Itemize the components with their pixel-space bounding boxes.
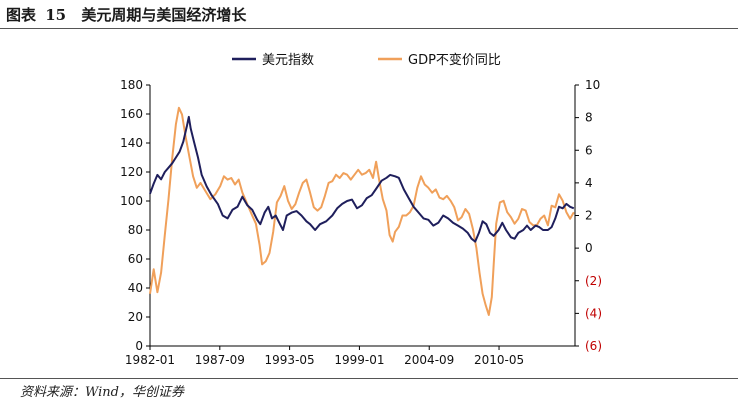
series-line-usd-index — [149, 115, 575, 243]
figure-title-text: 美元周期与美国经济增长 — [81, 6, 247, 24]
y-tick-label-left: 0 — [135, 339, 143, 353]
x-tick-label: 1982-01 — [125, 353, 175, 367]
y-tick-label-left: 80 — [128, 223, 143, 237]
x-tick-label: 1987-09 — [195, 353, 245, 367]
y-tick-label-right: (6) — [585, 339, 602, 353]
y-tick-label-right: 4 — [585, 176, 593, 190]
figure-label: 图表 — [6, 6, 37, 24]
x-tick-label: 1999-01 — [334, 353, 384, 367]
y-tick-label-right: 0 — [585, 241, 593, 255]
y-tick-label-left: 160 — [120, 107, 143, 121]
y-tick-label-right: 2 — [585, 209, 593, 223]
series-line-gdp-yoy — [149, 106, 575, 316]
chart-legend: 美元指数 GDP不变价同比 — [232, 52, 501, 68]
source-rule — [0, 378, 738, 379]
x-tick-label: 1993-05 — [265, 353, 315, 367]
y-tick-label-left: 40 — [128, 281, 143, 295]
legend-usd-index-label: 美元指数 — [262, 53, 314, 68]
y-tick-label-left: 120 — [120, 165, 143, 179]
x-tick-label: 2010-05 — [474, 353, 524, 367]
y-tick-label-right: 6 — [585, 143, 593, 157]
y-tick-label-left: 140 — [120, 136, 143, 150]
legend-gdp-yoy-label: GDP不变价同比 — [408, 52, 501, 68]
chart-series — [149, 106, 575, 316]
y-tick-label-right: (4) — [585, 306, 602, 320]
y-tick-label-left: 60 — [128, 252, 143, 266]
y-tick-label-left: 100 — [120, 194, 143, 208]
title-rule — [0, 28, 738, 29]
y-tick-label-left: 180 — [120, 78, 143, 92]
source-note: 资料来源：Wind，华创证券 — [20, 385, 184, 400]
y-tick-label-right: 8 — [585, 111, 593, 125]
x-tick-label: 2004-09 — [404, 353, 454, 367]
figure-number: 15 — [45, 6, 67, 24]
y-tick-label-left: 20 — [128, 310, 143, 324]
y-tick-label-right: (2) — [585, 274, 602, 288]
figure-title: 图表 15 美元周期与美国经济增长 — [6, 4, 246, 25]
chart-axes: 0 20 40 60 80 100 120 140 160 180 (6) (4) (2) 0 2 4 6 8 10… — [120, 78, 602, 367]
y-tick-label-right: 10 — [585, 78, 600, 92]
